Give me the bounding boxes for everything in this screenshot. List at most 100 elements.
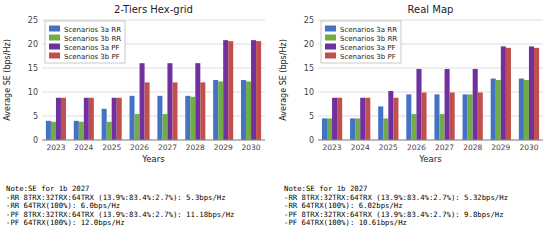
x-tick-label: 2024 xyxy=(74,143,93,152)
bar xyxy=(200,82,205,140)
bar xyxy=(350,118,355,140)
legend-swatch xyxy=(325,44,336,50)
bar xyxy=(218,81,223,140)
x-tick-label: 2030 xyxy=(519,143,538,152)
legend: Scenarios 3a RRScenarios 3b RRScenarios … xyxy=(45,21,125,63)
x-tick-label: 2030 xyxy=(242,143,261,152)
bar xyxy=(327,118,332,140)
bar xyxy=(506,48,511,140)
figure: 2-Tiers Hex-grid0510152025Average SE (bp… xyxy=(0,0,551,229)
bar xyxy=(434,94,439,140)
bar xyxy=(411,114,416,140)
legend-label: Scenarios 3b PF xyxy=(340,53,396,61)
x-tick-label: 2024 xyxy=(351,143,370,152)
bar xyxy=(79,122,84,140)
legend-swatch xyxy=(49,44,60,50)
bar xyxy=(140,63,145,140)
bar xyxy=(450,92,455,140)
bar xyxy=(355,118,360,140)
grid-line xyxy=(42,140,265,141)
chart-panel: 2-Tiers Hex-grid0510152025Average SE (bp… xyxy=(3,4,265,227)
x-tick-label: 2029 xyxy=(491,143,510,152)
bar xyxy=(440,114,445,140)
x-axis-label: Years xyxy=(141,154,165,164)
bar xyxy=(213,80,218,140)
bar xyxy=(445,69,450,140)
bar xyxy=(378,106,383,140)
grid-line xyxy=(318,20,543,21)
y-tick-label: 10 xyxy=(304,88,314,97)
bar xyxy=(416,69,421,140)
bar xyxy=(251,40,256,140)
bar xyxy=(246,81,251,140)
bar xyxy=(519,79,524,140)
y-tick-label: 5 xyxy=(309,112,314,121)
bar xyxy=(223,40,228,140)
y-tick-label: 25 xyxy=(28,16,38,25)
x-tick-label: 2025 xyxy=(379,143,398,152)
y-tick-label: 15 xyxy=(28,64,38,73)
x-tick-label: 2026 xyxy=(130,143,149,152)
legend-swatch xyxy=(49,26,60,32)
y-tick-label: 20 xyxy=(28,40,38,49)
note: Note:SE for 1b 2027-RR 8TRX:32TRX:64TRX … xyxy=(6,184,234,227)
bar xyxy=(117,98,122,140)
legend-label: Scenarios 3a RR xyxy=(340,26,397,34)
bar xyxy=(496,80,501,140)
bar xyxy=(463,94,468,140)
bar xyxy=(145,82,150,140)
legend: Scenarios 3a RRScenarios 3b RRScenarios … xyxy=(321,21,401,63)
bar xyxy=(172,82,177,140)
bar xyxy=(388,91,393,140)
bar xyxy=(56,98,61,140)
legend-swatch xyxy=(49,35,60,41)
x-tick-label: 2028 xyxy=(186,143,205,152)
legend-swatch xyxy=(325,26,336,32)
x-tick-label: 2027 xyxy=(435,143,454,152)
bar xyxy=(383,118,388,140)
bar xyxy=(337,98,342,140)
legend-box xyxy=(45,21,125,63)
x-tick-label: 2027 xyxy=(158,143,177,152)
legend-label: Scenarios 3b RR xyxy=(340,35,397,43)
bar xyxy=(185,96,190,140)
x-tick-label: 2029 xyxy=(214,143,233,152)
y-tick-label: 20 xyxy=(304,40,314,49)
y-tick-label: 15 xyxy=(304,64,314,73)
bar xyxy=(365,98,370,140)
note: Note:SE for 1b 2027-RR 8TRX:32TRX:64TRX … xyxy=(284,184,508,227)
x-tick-label: 2026 xyxy=(407,143,426,152)
bar xyxy=(84,98,89,140)
legend-swatch xyxy=(325,35,336,41)
bar xyxy=(61,98,66,140)
bar xyxy=(534,48,539,140)
grid-line xyxy=(42,20,265,21)
note-line: -PF 64TRX(100%): 10.61bps/Hz xyxy=(284,218,407,227)
bar xyxy=(102,109,107,140)
legend-label: Scenarios 3a PF xyxy=(64,44,120,52)
y-tick-label: 10 xyxy=(28,88,38,97)
x-tick-label: 2028 xyxy=(463,143,482,152)
bar xyxy=(51,122,56,140)
y-tick-label: 0 xyxy=(309,136,314,145)
grid-line xyxy=(318,140,543,141)
x-tick-label: 2025 xyxy=(102,143,121,152)
x-axis-line xyxy=(42,140,265,141)
bar xyxy=(74,121,79,140)
x-axis-label: Years xyxy=(418,154,442,164)
bar xyxy=(157,96,162,140)
bar xyxy=(322,118,327,140)
legend-label: Scenarios 3a RR xyxy=(64,26,121,34)
x-axis-line xyxy=(318,140,543,141)
y-axis-label: Average SE (bps/Hz) xyxy=(3,39,12,121)
bar xyxy=(468,94,473,140)
bar xyxy=(130,96,135,140)
bar xyxy=(393,98,398,140)
bar xyxy=(228,41,233,140)
bar xyxy=(241,80,246,140)
bar xyxy=(112,98,117,140)
legend-label: Scenarios 3a PF xyxy=(340,44,396,52)
chart-title: Real Map xyxy=(408,4,454,15)
bar xyxy=(89,98,94,140)
y-tick-label: 25 xyxy=(304,16,314,25)
